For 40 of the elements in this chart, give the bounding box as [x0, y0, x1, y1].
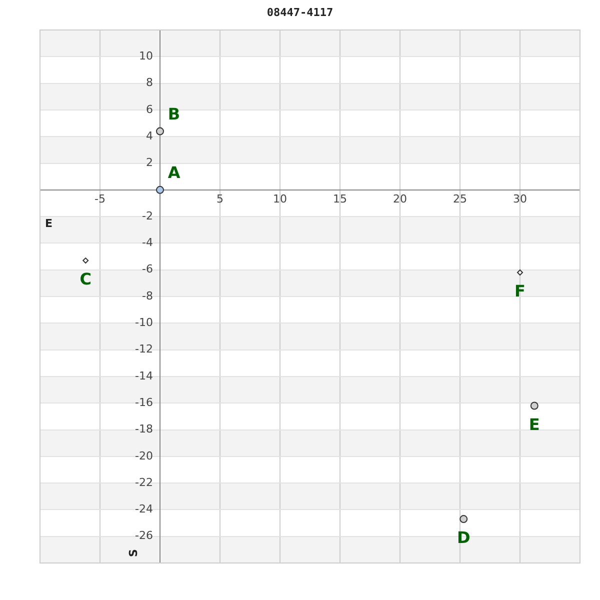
y-tick-label: -10: [135, 316, 153, 330]
x-tick-label: 25: [453, 192, 467, 206]
x-tick-label: 20: [393, 192, 407, 206]
y-tick-label: 10: [139, 50, 153, 63]
x-axis-title: E: [45, 216, 53, 230]
point: [530, 402, 538, 410]
chart-title: 08447-4117: [266, 6, 334, 19]
x-tick-label: 10: [273, 192, 287, 206]
y-tick-label: -16: [135, 396, 153, 409]
series-label: E: [528, 414, 540, 434]
point: [517, 270, 523, 276]
x-tick-label: -5: [94, 192, 106, 206]
series-label: C: [80, 270, 92, 289]
series-label: B: [168, 104, 180, 124]
y-tick-label: -18: [135, 422, 153, 436]
point: [82, 258, 89, 264]
x-tick-label: 30: [513, 192, 527, 206]
y-tick-label: -24: [135, 502, 153, 516]
y-tick-label: -12: [135, 342, 153, 356]
y-tick-label: -14: [135, 369, 153, 382]
y-tick-label: -8: [142, 289, 153, 302]
point: [460, 515, 468, 524]
series-label: F: [514, 282, 526, 301]
y-tick-label: 2: [146, 156, 153, 170]
x-tick-label: 15: [333, 192, 347, 206]
y-axis-title: S: [126, 548, 140, 557]
y-tick-label: 8: [146, 76, 153, 90]
y-tick-label: -26: [135, 529, 153, 542]
y-tick-label: -20: [135, 449, 153, 462]
y-tick-label: -4: [142, 236, 153, 250]
y-tick-label: 4: [146, 129, 153, 142]
series-label: D: [456, 528, 470, 548]
x-tick-label: 5: [216, 192, 224, 206]
series-label: A: [168, 163, 181, 182]
y-tick-label: 6: [146, 102, 153, 116]
point: [156, 186, 164, 194]
y-tick-label: -2: [142, 209, 153, 222]
y-tick-label: -22: [135, 476, 153, 489]
y-tick-label: -6: [142, 262, 153, 276]
point: [156, 127, 164, 136]
